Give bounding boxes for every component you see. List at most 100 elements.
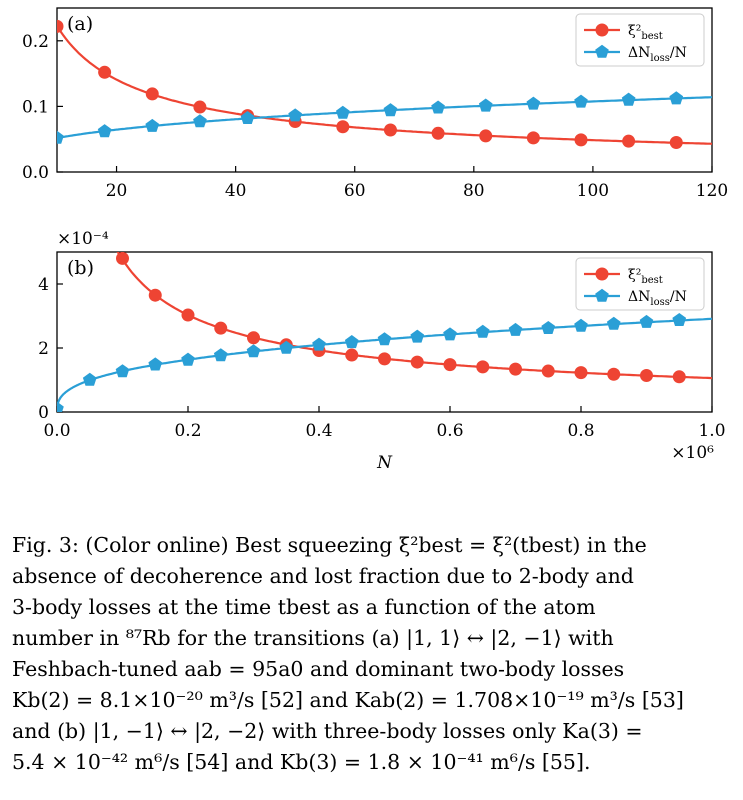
plot-frame [56, 7, 713, 173]
legend-label: ΔNloss/N [628, 289, 687, 308]
legend-marker [595, 267, 609, 281]
caption-line: absence of decoherence and lost fraction… [12, 564, 634, 588]
legend-marker [595, 23, 609, 37]
data-point [526, 96, 541, 110]
caption-line: Kb(2) = 8.1×10⁻²⁰ m³/s [52] and Kab(2) =… [12, 688, 684, 712]
data-point [312, 337, 326, 351]
data-point [145, 118, 160, 132]
data-point [57, 19, 64, 33]
figure-caption: Fig. 3: (Color online) Best squeezing ξ²… [12, 530, 736, 778]
y-tick-label: 0 [38, 403, 49, 423]
legend-label-tail: /N [670, 45, 687, 61]
legend-label: ΔNloss/N [628, 45, 687, 64]
data-point [383, 123, 397, 137]
data-point [541, 321, 556, 334]
data-point [526, 131, 540, 145]
data-point [508, 322, 523, 336]
data-point [213, 348, 228, 362]
chart-panel-b: 0.0 0.2 0.4 0.6 0.8 1.0 0 2 4 ×10⁻⁴ ×10⁶ N (b) ξ²best… [38, 229, 725, 473]
legend-marker [595, 44, 609, 58]
data-point [478, 98, 493, 112]
data-point [574, 133, 588, 147]
data-point [669, 135, 683, 149]
data-point [98, 65, 112, 79]
legend-label: ξ²best [628, 23, 663, 42]
x-tick-label: 0.2 [174, 421, 201, 441]
data-point [345, 348, 359, 362]
legend-label-main: ξ² [628, 267, 641, 283]
data-point [148, 357, 163, 371]
y-tick-label: 0.0 [22, 163, 49, 183]
legend-label-main: ΔN [628, 45, 650, 61]
legend-label-sub: best [641, 31, 662, 42]
legend-label-sub: loss [650, 297, 669, 308]
data-point [247, 331, 260, 345]
legend-label-main: ΔN [628, 289, 650, 305]
data-point [344, 335, 359, 349]
data-point [672, 313, 687, 326]
y-tick-label: 0.1 [22, 97, 49, 117]
data-point [410, 355, 424, 369]
x-tick-label: 0.0 [43, 421, 70, 441]
x-tick-label: 0.4 [305, 421, 332, 441]
data-point [57, 401, 64, 412]
data-point [378, 352, 391, 366]
data-point [622, 134, 636, 148]
data-point [288, 108, 302, 122]
y-multiplier: ×10⁻⁴ [57, 229, 109, 249]
data-point [639, 314, 654, 328]
x-tick-label: 120 [696, 181, 728, 201]
legend-label-tail: /N [670, 289, 687, 305]
data-point [377, 332, 392, 346]
data-point [383, 103, 398, 117]
y-tick-label: 2 [38, 339, 49, 359]
data-point [431, 126, 445, 140]
chart-panel-a: 20 40 60 80 100 120 0.0 0.1 0.2 (a) ξ²best ΔNloss/N [22, 7, 728, 201]
data-point [336, 105, 350, 119]
legend-label-main: ξ² [628, 23, 641, 39]
plot-frame [56, 251, 713, 413]
x-tick-label: 0.8 [567, 421, 594, 441]
data-point [97, 124, 112, 138]
caption-line: number in ⁸⁷Rb for the transitions (a) |… [12, 626, 614, 650]
data-point [475, 324, 490, 338]
x-tick-label: 0.6 [436, 421, 463, 441]
data-point [246, 344, 261, 358]
data-point [193, 100, 207, 114]
legend-label: ξ²best [628, 267, 663, 286]
data-point [214, 321, 228, 335]
x-tick-label: 80 [463, 181, 485, 201]
data-point [509, 362, 522, 376]
data-point [607, 367, 621, 381]
data-point [574, 94, 588, 108]
data-point [279, 340, 294, 354]
data-point [57, 130, 64, 144]
data-point [476, 360, 490, 374]
legend: ξ²best ΔNloss/N [575, 257, 705, 311]
data-point [541, 364, 555, 378]
x-tick-label: 100 [577, 181, 609, 201]
data-point [181, 308, 195, 322]
data-point [116, 252, 129, 265]
panel-label: (a) [67, 13, 93, 35]
legend-marker [595, 288, 609, 302]
legend: ξ²best ΔNloss/N [575, 13, 705, 67]
data-point [606, 316, 621, 330]
data-point [443, 358, 457, 372]
x-tick-label: 1.0 [698, 421, 725, 441]
caption-line: Fig. 3: (Color online) Best squeezing ξ²… [12, 533, 647, 557]
data-point [181, 352, 195, 366]
data-point [193, 114, 207, 128]
data-point [672, 370, 686, 384]
legend-label-sub: loss [650, 53, 669, 64]
x-tick-label: 60 [344, 181, 366, 201]
data-point [240, 111, 255, 124]
data-point [410, 329, 425, 343]
data-point [574, 366, 588, 380]
x-tick-label: 40 [225, 181, 247, 201]
data-point [669, 91, 684, 105]
data-point [574, 318, 588, 332]
y-tick-label: 0.2 [22, 32, 49, 52]
y-tick-label: 4 [38, 275, 49, 295]
plot-area [57, 19, 712, 149]
